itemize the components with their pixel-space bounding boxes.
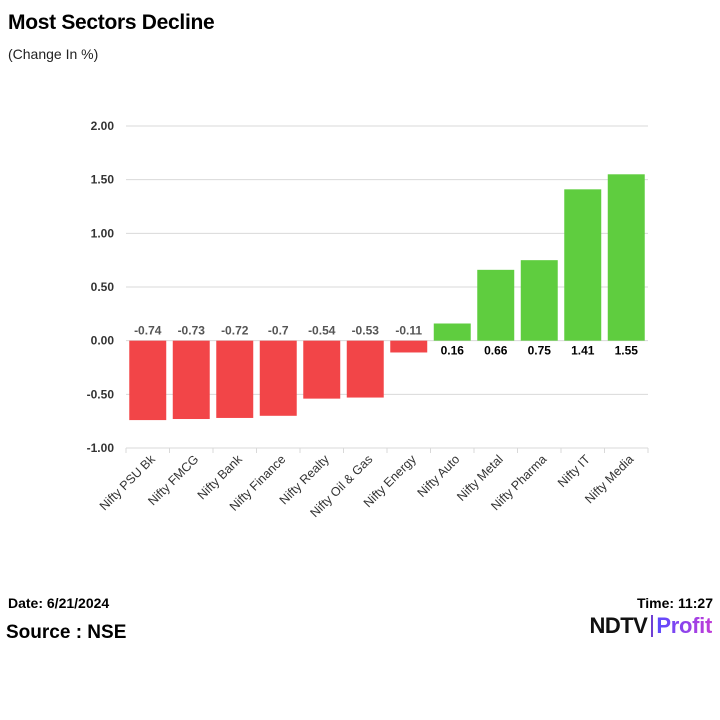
bar [216, 340, 254, 418]
y-tick-label: 1.00 [91, 226, 115, 240]
bar [346, 340, 384, 398]
y-tick-label: 2.00 [91, 119, 115, 133]
bar [564, 189, 602, 341]
data-label: -0.72 [221, 324, 249, 338]
bar [477, 269, 515, 341]
logo-divider [651, 615, 654, 637]
logo-brand: NDTV [589, 613, 648, 638]
y-tick-label: 0.50 [91, 280, 115, 294]
grid-layer [125, 125, 649, 453]
data-label: -0.11 [395, 324, 422, 338]
logo-product: Profit [656, 613, 712, 638]
y-tick-label: 0.00 [91, 334, 115, 348]
chart-subtitle: (Change In %) [8, 46, 99, 62]
bar [390, 340, 428, 353]
data-label: -0.54 [308, 324, 336, 338]
data-label: 0.66 [484, 344, 508, 358]
data-label: -0.7 [268, 324, 289, 338]
bar-layer [129, 174, 645, 421]
bar [303, 340, 341, 399]
x-tick-label: Nifty PSU Bk [97, 452, 159, 514]
bar [259, 340, 297, 416]
bar [607, 174, 645, 341]
date-label: Date: 6/21/2024 [8, 595, 110, 611]
source-label: Source : NSE [6, 622, 127, 643]
data-label-layer: -0.74 -0.73 -0.72 -0.7 -0.54 -0.53 -0.11 0.16 0.… [134, 324, 638, 358]
bar [129, 340, 167, 421]
bar-chart: -0.74 -0.73 -0.72 -0.7 -0.54 -0.53 -0.11 0.16 0.… [87, 119, 649, 520]
ndtv-profit-logo: NDTV Profit [589, 613, 712, 639]
time-label: Time: 11:27 [636, 595, 713, 611]
bar [433, 323, 471, 341]
x-tick-label: Nifty IT [555, 452, 593, 490]
data-label: -0.73 [178, 324, 206, 338]
data-label: 1.41 [571, 344, 595, 358]
y-tick-label: 1.50 [91, 173, 115, 187]
bar [172, 340, 210, 420]
data-label: -0.53 [352, 324, 380, 338]
bar [520, 260, 558, 341]
data-label: 1.55 [615, 344, 639, 358]
chart-title: Most Sectors Decline [8, 11, 215, 34]
data-label: 0.16 [441, 344, 465, 358]
y-tick-label: -1.00 [87, 441, 115, 455]
y-tick-label: -0.50 [87, 387, 115, 401]
y-axis: 2.00 1.50 1.00 0.50 0.00 -0.50 -1.00 [87, 119, 115, 455]
data-label: -0.74 [134, 324, 162, 338]
data-label: 0.75 [528, 344, 552, 358]
